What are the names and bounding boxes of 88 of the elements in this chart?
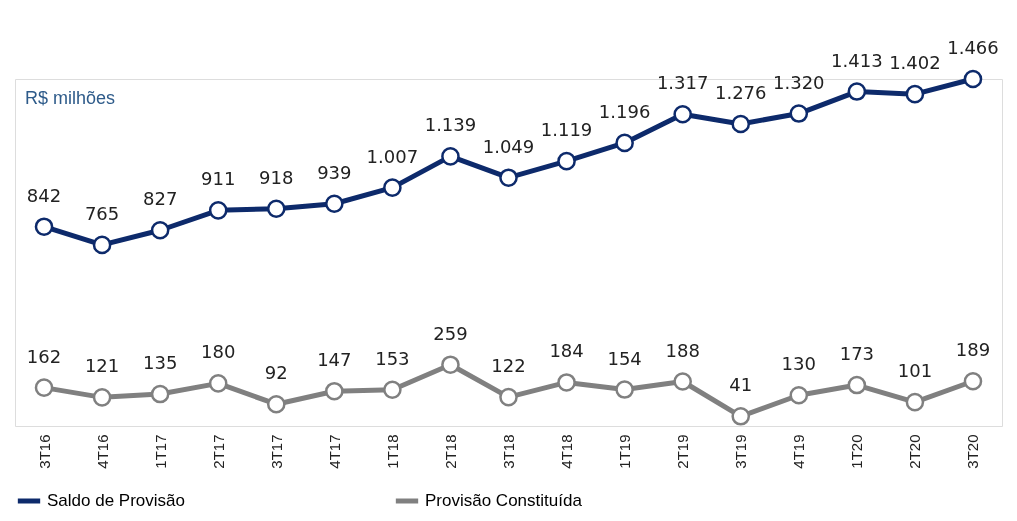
data-label: 1.402 [889,52,941,74]
data-label: 1.119 [540,119,593,141]
data-label: 180 [201,341,236,363]
data-label: 1.196 [598,100,651,122]
x-tick-label: 1T20 [848,434,866,469]
point [963,69,983,89]
x-tick-label: 3T19 [732,434,750,469]
point [325,381,344,401]
x-tick-label: 4T16 [93,434,111,469]
data-label: 911 [201,168,236,190]
x-tick-label: 4T18 [558,434,576,469]
legend-label: Provisão Constituída [425,491,583,510]
point [208,374,228,393]
data-label: 121 [84,355,120,377]
data-label: 827 [142,188,178,210]
data-label: 92 [264,362,288,384]
data-label: 122 [491,355,526,377]
point [266,199,286,219]
annotation: R$ milhões [25,88,116,108]
data-label: 259 [433,322,468,344]
data-label: 154 [607,347,642,369]
point [150,220,170,240]
point [34,378,54,397]
point [383,380,402,400]
x-tick-label: 4T19 [790,434,808,469]
point [441,355,460,374]
point [905,84,925,104]
data-label: 842 [26,184,62,206]
point [266,394,286,414]
point [905,392,925,412]
point [34,217,54,236]
data-label: 1.413 [831,49,883,71]
data-label: 147 [317,349,352,371]
data-label: 918 [259,166,294,188]
point [499,168,518,187]
data-label: 765 [84,202,120,224]
x-tick-label: 2T17 [209,434,227,469]
data-label: 189 [955,339,991,361]
point [731,114,751,134]
data-label: 1.317 [656,72,709,94]
point [208,201,228,220]
data-label: 1.466 [947,37,999,58]
point [92,388,112,407]
point [963,371,983,391]
data-label: 130 [781,353,816,375]
point [673,372,692,391]
point [150,384,170,404]
point [615,380,634,399]
point [789,104,809,123]
point [92,235,112,255]
data-label: 184 [549,340,584,362]
x-tick-label: 3T16 [35,434,53,469]
data-label: 173 [839,343,875,365]
x-tick-label: 2T20 [906,434,924,469]
data-label: 162 [26,345,62,367]
point [789,385,809,405]
data-label: 1.139 [424,114,477,136]
x-tick-label: 1T18 [383,434,401,469]
x-tick-label: 2T18 [441,434,459,469]
x-tick-label: 3T18 [500,434,517,469]
point [847,375,867,395]
x-tick-label: 3T17 [267,434,285,469]
point [731,407,751,426]
data-label: 188 [665,339,700,361]
data-label: 1.320 [773,71,825,93]
data-label: 153 [375,347,410,369]
point [615,133,634,153]
x-tick-label: 4T17 [325,434,343,469]
point [383,178,402,197]
point [441,147,460,166]
x-tick-label: 2T19 [674,434,692,469]
point [847,82,867,101]
data-label: 101 [897,360,933,382]
x-tick-label: 3T20 [964,434,982,469]
data-label: 1.049 [482,135,535,157]
x-tick-label: 1T19 [616,434,634,469]
point [673,104,692,124]
data-label: 939 [317,161,352,183]
point [557,151,576,171]
data-label: 1.007 [366,145,419,167]
data-label: 135 [142,352,178,374]
point [325,194,344,214]
legend-label: Saldo de Provisão [47,491,185,510]
point [499,387,518,407]
data-label: 1.276 [714,81,767,103]
x-tick-label: 1T17 [151,434,169,469]
data-label: 41 [729,374,753,396]
point [557,373,576,392]
